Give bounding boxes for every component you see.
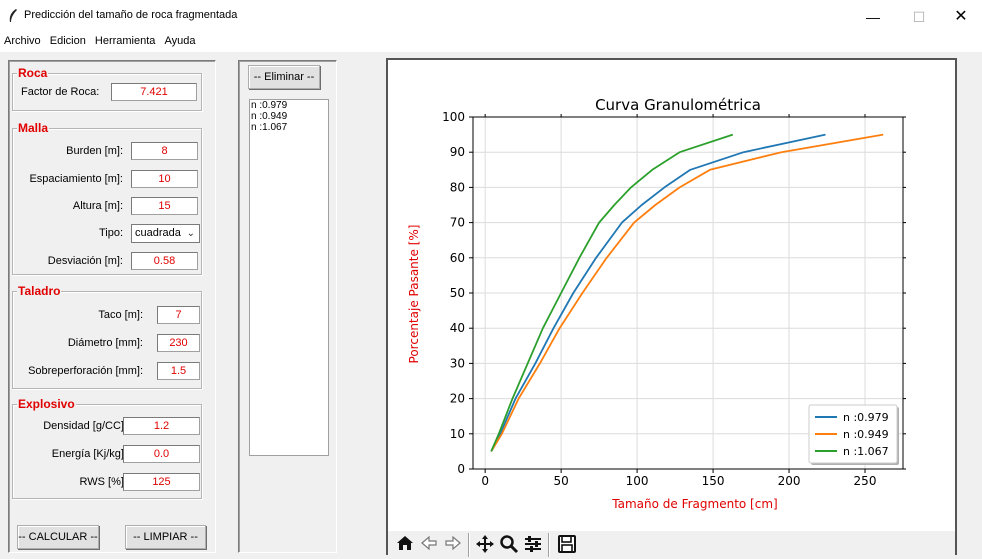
espaciamiento-label: Espaciamiento [m]:	[29, 173, 123, 185]
plot-toolbar	[388, 531, 955, 559]
input-panel: Roca Factor de Roca: 7.421 Malla Burden …	[8, 60, 216, 553]
roca-legend: Roca	[17, 66, 49, 80]
toolbar-separator	[468, 533, 470, 557]
y-tick-label: 40	[450, 321, 465, 335]
menu-ayuda[interactable]: Ayuda	[164, 35, 196, 47]
taladro-legend: Taladro	[17, 284, 62, 298]
densidad-field[interactable]: 1.2	[123, 417, 200, 435]
home-icon[interactable]	[394, 534, 416, 556]
explosivo-legend: Explosivo	[17, 397, 76, 411]
altura-label: Altura [m]:	[72, 200, 123, 212]
y-tick-label: 20	[450, 392, 465, 406]
espaciamiento-field[interactable]: 10	[131, 170, 198, 188]
legend-label: n :1.067	[843, 445, 889, 458]
series-line	[490, 133, 826, 452]
roca-group: Roca Factor de Roca: 7.421	[12, 66, 202, 111]
granulometric-chart[interactable]: Curva Granulométrica Tamaño de Fragmento…	[388, 60, 955, 531]
results-panel: -- Eliminar -- n :0.979 n :0.949 n :1.06…	[238, 60, 337, 553]
energia-field[interactable]: 0.0	[123, 445, 200, 463]
title-bar: Predicción del tamaño de roca fragmentad…	[0, 0, 982, 32]
x-tick-label: 0	[481, 474, 489, 488]
configure-icon[interactable]	[522, 534, 544, 556]
diametro-field[interactable]: 230	[157, 334, 200, 352]
x-tick-label: 50	[553, 474, 568, 488]
energia-label: Energía [Kj/kg]:	[51, 448, 127, 460]
taladro-group: Taladro Taco [m]: 7 Diámetro [mm]: 230 S…	[12, 284, 202, 389]
menu-archivo[interactable]: Archivo	[4, 35, 41, 47]
feather-icon	[9, 9, 17, 22]
y-tick-label: 100	[442, 110, 465, 124]
eliminar-button[interactable]: -- Eliminar --	[248, 65, 320, 89]
plot-panel: Curva Granulométrica Tamaño de Fragmento…	[386, 58, 957, 555]
diametro-label: Diámetro [mm]:	[67, 337, 143, 349]
main-area: Roca Factor de Roca: 7.421 Malla Burden …	[0, 52, 982, 559]
chevron-down-icon: ⌄	[186, 228, 195, 239]
y-tick-label: 70	[450, 216, 465, 230]
burden-label: Burden [m]:	[66, 145, 123, 157]
x-tick-label: 100	[626, 474, 649, 488]
factor-roca-label: Factor de Roca:	[21, 86, 100, 98]
sobreperforacion-label: Sobreperforación [mm]:	[28, 365, 143, 377]
legend-box	[808, 404, 898, 464]
series-line	[490, 133, 884, 452]
malla-legend: Malla	[17, 121, 50, 135]
back-arrow-icon[interactable]	[418, 534, 440, 556]
factor-roca-field[interactable]: 7.421	[111, 83, 197, 101]
taco-label: Taco [m]:	[98, 309, 143, 321]
x-tick-label: 150	[702, 474, 725, 488]
desviacion-field[interactable]: 0.58	[131, 252, 198, 270]
menu-herramienta[interactable]: Herramienta	[94, 35, 156, 47]
x-tick-label: 200	[778, 474, 801, 488]
sobreperforacion-field[interactable]: 1.5	[157, 362, 200, 380]
menu-bar: Archivo Edicion Herramienta Ayuda	[0, 32, 982, 50]
altura-field[interactable]: 15	[131, 197, 198, 215]
list-item[interactable]: n :0.949	[251, 111, 288, 122]
desviacion-label: Desviación [m]:	[47, 255, 123, 267]
y-tick-label: 90	[450, 145, 465, 159]
results-list[interactable]: n :0.979 n :0.949 n :1.067	[249, 99, 329, 456]
x-tick-label: 250	[854, 474, 877, 488]
rws-field[interactable]: 125	[123, 473, 200, 491]
tipo-select[interactable]: cuadrada ⌄	[131, 224, 200, 243]
y-tick-label: 30	[450, 356, 465, 370]
forward-arrow-icon[interactable]	[442, 534, 464, 556]
list-item[interactable]: n :1.067	[251, 122, 288, 133]
save-icon[interactable]	[556, 534, 578, 556]
toolbar-separator	[548, 533, 550, 557]
legend-label: n :0.949	[843, 428, 889, 441]
limpiar-button[interactable]: -- LIMPIAR --	[125, 525, 206, 549]
explosivo-group: Explosivo Densidad [g/CC]: 1.2 Energía […	[12, 397, 202, 499]
menu-edicion[interactable]: Edicion	[49, 35, 86, 47]
tipo-label: Tipo:	[98, 227, 123, 239]
close-button[interactable]: ✕	[954, 8, 968, 25]
x-axis-label: Tamaño de Fragmento [cm]	[611, 497, 777, 511]
y-tick-label: 0	[457, 462, 465, 476]
y-tick-label: 80	[450, 180, 465, 194]
legend-label: n :0.979	[843, 411, 889, 424]
y-axis-label: Porcentaje Pasante [%]	[407, 225, 421, 364]
pan-icon[interactable]	[474, 534, 496, 556]
malla-group: Malla Burden [m]: 8 Espaciamiento [m]: 1…	[12, 121, 202, 275]
densidad-label: Densidad [g/CC]:	[43, 420, 127, 432]
maximize-button[interactable]: ☐	[912, 9, 926, 25]
y-tick-label: 10	[450, 427, 465, 441]
calcular-button[interactable]: -- CALCULAR --	[17, 525, 99, 549]
list-item[interactable]: n :0.979	[251, 100, 288, 111]
tipo-select-value: cuadrada	[135, 227, 181, 239]
window-title: Predicción del tamaño de roca fragmentad…	[24, 9, 238, 21]
y-tick-label: 50	[450, 286, 465, 300]
series-line	[490, 133, 734, 452]
zoom-icon[interactable]	[498, 534, 520, 556]
rws-label: RWS [%]:	[79, 476, 127, 488]
minimize-button[interactable]: —	[866, 9, 880, 25]
taco-field[interactable]: 7	[157, 306, 200, 324]
chart-title: Curva Granulométrica	[595, 96, 761, 114]
y-tick-label: 60	[450, 251, 465, 265]
burden-field[interactable]: 8	[131, 142, 198, 160]
